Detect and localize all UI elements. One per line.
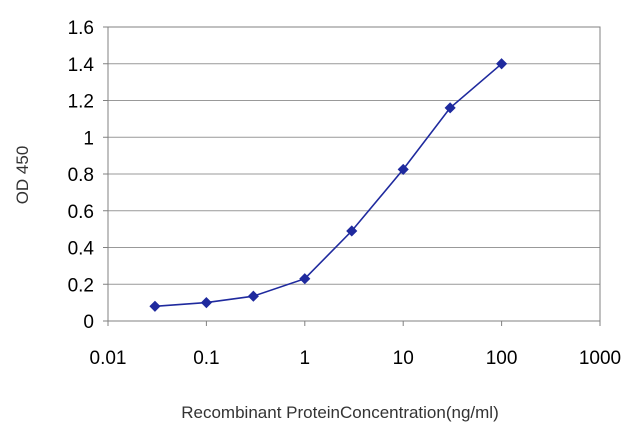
- series-line-0: [154, 63, 503, 308]
- y-tick-label-3: 0.6: [68, 202, 94, 223]
- y-tick-label-4: 0.8: [68, 165, 94, 186]
- x-tick-label-5: 1000: [579, 348, 621, 369]
- data-point-0: [149, 300, 161, 312]
- y-tick-label-8: 1.6: [68, 18, 94, 39]
- data-point-1: [200, 297, 212, 309]
- y-axis-title: OD 450: [13, 146, 32, 205]
- y-tick-label-7: 1.4: [68, 55, 95, 76]
- data-point-7: [496, 58, 508, 70]
- gridlines: [108, 63, 600, 285]
- data-point-4: [346, 225, 358, 237]
- data-point-6: [444, 102, 456, 114]
- y-tick-label-0: 0: [83, 312, 94, 333]
- series-layer: [149, 58, 508, 312]
- y-axis-ticks: 0 0.2 0.4 0.6 0.8 1 1.2 1.4 1.6: [68, 18, 108, 333]
- x-tick-label-4: 100: [486, 348, 518, 369]
- x-axis-title: Recombinant ProteinConcentration(ng/ml): [181, 403, 499, 422]
- x-tick-label-1: 0.1: [193, 348, 219, 369]
- x-axis-ticks: 0.01 0.1 1 10 100 1000: [90, 321, 621, 369]
- data-point-3: [299, 273, 311, 285]
- y-tick-label-6: 1.2: [68, 92, 94, 113]
- x-tick-label-2: 1: [300, 348, 311, 369]
- data-point-5: [397, 163, 409, 175]
- x-tick-label-3: 10: [393, 348, 414, 369]
- x-tick-label-0: 0.01: [90, 348, 127, 369]
- y-tick-label-5: 1: [83, 128, 94, 149]
- y-tick-label-2: 0.4: [68, 239, 95, 260]
- data-point-2: [247, 290, 259, 302]
- y-tick-label-1: 0.2: [68, 275, 94, 296]
